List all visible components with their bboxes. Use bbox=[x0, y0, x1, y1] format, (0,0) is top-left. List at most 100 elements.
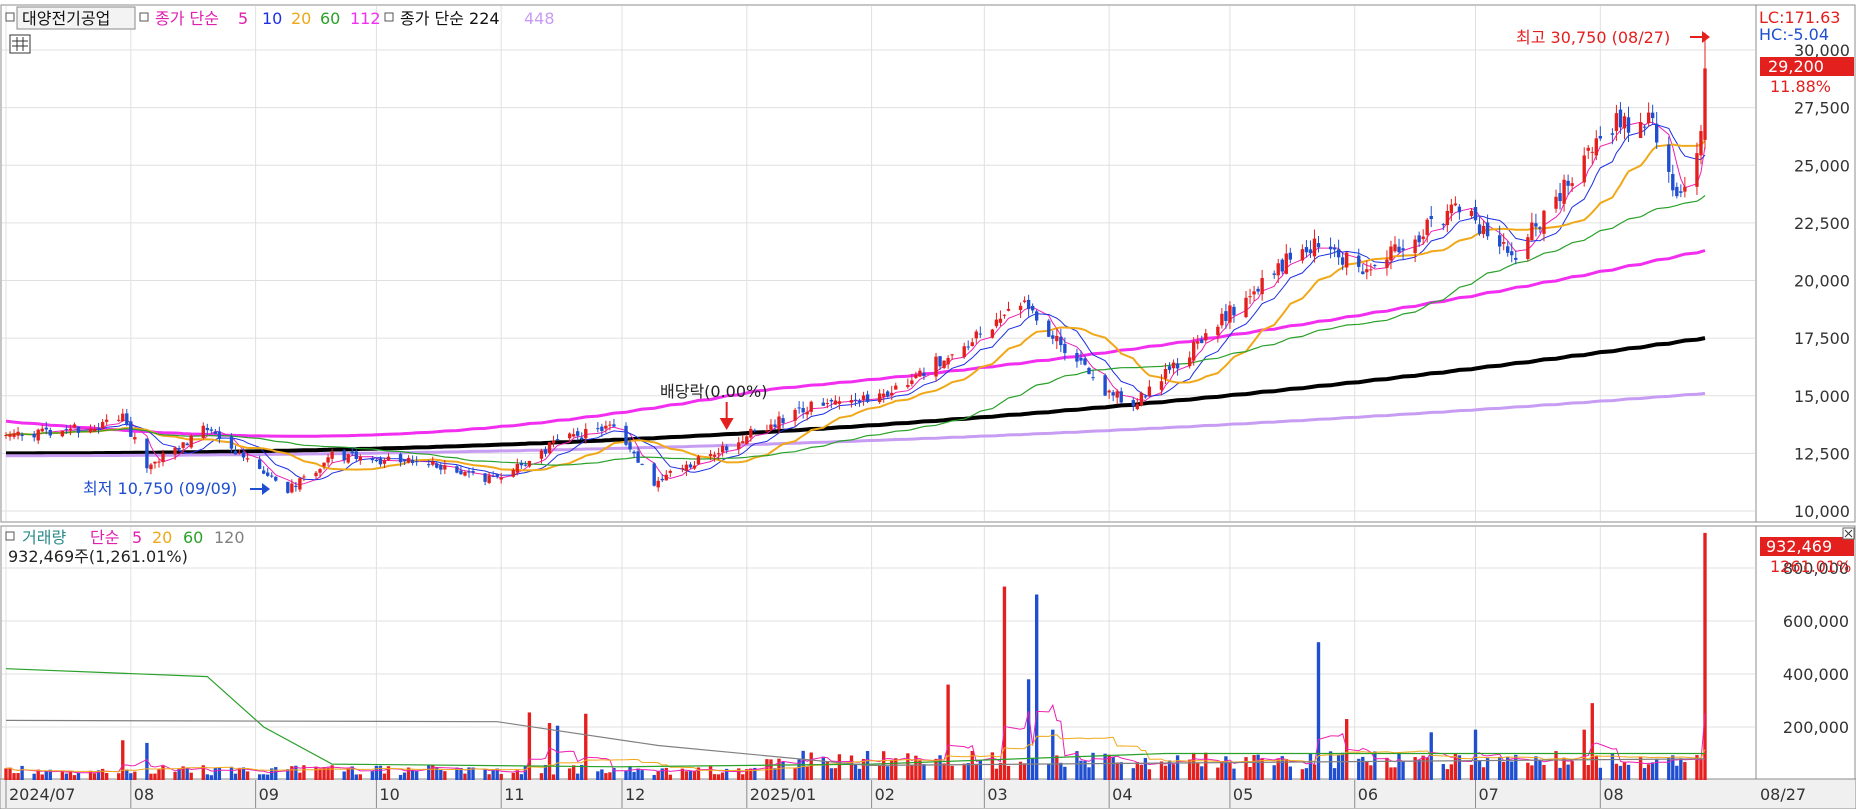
candle-body bbox=[257, 459, 262, 469]
candle-body bbox=[1642, 126, 1647, 128]
candle-body bbox=[1232, 306, 1236, 316]
lc-value: LC:171.63 bbox=[1759, 8, 1840, 27]
candle-body bbox=[173, 447, 177, 455]
date-tick-label: 03 bbox=[987, 785, 1007, 804]
volume-ma-label[interactable]: 단순 bbox=[90, 528, 119, 547]
volume-bar bbox=[1622, 761, 1627, 780]
volume-panel-frame bbox=[0, 525, 1757, 780]
volume-bar bbox=[773, 768, 777, 780]
vma5-legend[interactable]: 5 bbox=[132, 528, 142, 547]
volume-bar bbox=[1328, 751, 1333, 780]
calculator-icon[interactable] bbox=[9, 34, 31, 54]
volume-bar bbox=[1224, 756, 1228, 780]
volume-bar bbox=[270, 768, 274, 780]
volume-bar bbox=[660, 768, 664, 780]
candle-body bbox=[865, 394, 870, 402]
ma112-legend[interactable]: 112 bbox=[350, 9, 381, 28]
volume-bar bbox=[1385, 757, 1389, 780]
candle-body bbox=[1638, 122, 1643, 139]
candle-body bbox=[1316, 243, 1321, 248]
volume-bar bbox=[318, 768, 322, 780]
candle-body bbox=[88, 428, 93, 433]
ma-group1-label[interactable]: 종가 단순 bbox=[155, 9, 219, 28]
volume-bar bbox=[471, 767, 475, 780]
ma448-legend[interactable]: 448 bbox=[524, 9, 555, 28]
ma60-legend[interactable]: 60 bbox=[320, 9, 340, 28]
date-tick-label: 2025/01 bbox=[750, 785, 816, 804]
volume-bar bbox=[133, 771, 137, 780]
ma-group2-label[interactable]: 종가 단순 224 bbox=[400, 9, 500, 28]
candle-body bbox=[877, 393, 882, 403]
volume-bar bbox=[527, 712, 532, 780]
volume-bar bbox=[1683, 762, 1687, 780]
date-tick-label: 06 bbox=[1358, 785, 1378, 804]
event-annotation: 배당락(0.00%) bbox=[660, 382, 767, 401]
volume-axis-area bbox=[1755, 525, 1856, 780]
volume-bar bbox=[1361, 756, 1365, 780]
candle-body bbox=[1175, 363, 1180, 369]
candle-body bbox=[68, 428, 73, 431]
candle-body bbox=[1675, 186, 1679, 197]
volume-legend[interactable]: 거래량 단순 5 20 60 120 932,469주(1,261.01%) bbox=[5, 528, 245, 566]
candle-body bbox=[266, 472, 270, 476]
price-tick-label: 25,000 bbox=[1794, 156, 1850, 175]
volume-bar bbox=[217, 767, 222, 780]
volume-bar bbox=[233, 773, 238, 780]
candle-body bbox=[467, 471, 471, 473]
vma20-legend[interactable]: 20 bbox=[152, 528, 172, 547]
candle-body bbox=[1216, 326, 1220, 336]
candle-body bbox=[1026, 299, 1031, 310]
volume-bar bbox=[555, 725, 560, 780]
candle-body bbox=[1340, 257, 1345, 265]
volume-bar-series[interactable] bbox=[4, 532, 1707, 780]
legend-toggle-icon[interactable] bbox=[5, 12, 15, 22]
candle-body bbox=[60, 430, 65, 437]
volume-bar bbox=[1280, 756, 1284, 780]
candle-body bbox=[1445, 210, 1450, 226]
candle-body bbox=[1018, 305, 1023, 311]
volume-bar bbox=[185, 767, 189, 780]
candle-body bbox=[777, 416, 781, 430]
volume-bar bbox=[688, 770, 693, 780]
volume-bar bbox=[1481, 767, 1486, 780]
candle-body bbox=[555, 439, 560, 441]
price-legend[interactable]: 대양전기공업 종가 단순 5 10 20 60 112 종가 단순 224 44… bbox=[5, 6, 555, 54]
candle-body bbox=[1361, 271, 1365, 275]
volume-bar bbox=[12, 773, 16, 780]
volume-bar bbox=[1429, 732, 1433, 780]
ma5-legend[interactable]: 5 bbox=[238, 9, 248, 28]
candle-body bbox=[1594, 138, 1598, 156]
candle-body bbox=[962, 346, 966, 358]
volume-bar bbox=[1006, 765, 1011, 780]
candle-body bbox=[837, 401, 842, 404]
ma20-legend[interactable]: 20 bbox=[291, 9, 311, 28]
volume-title[interactable]: 거래량 bbox=[22, 528, 66, 547]
volume-bar bbox=[1336, 754, 1341, 780]
vma60-legend[interactable]: 60 bbox=[183, 528, 203, 547]
candle-body bbox=[1485, 222, 1490, 237]
volume-bar bbox=[829, 768, 834, 780]
candle-body bbox=[950, 354, 954, 356]
price-tick-label: 20,000 bbox=[1794, 272, 1850, 291]
candle-body bbox=[1252, 291, 1256, 295]
stock-name-box[interactable] bbox=[16, 6, 136, 30]
candle-body bbox=[1204, 333, 1208, 341]
volume-bar bbox=[600, 769, 604, 780]
ma10-legend[interactable]: 10 bbox=[262, 9, 282, 28]
volume-bar bbox=[1638, 757, 1643, 780]
candle-body bbox=[1079, 357, 1083, 361]
candle-body bbox=[213, 431, 218, 434]
candle-body bbox=[567, 433, 572, 439]
candlestick-series[interactable] bbox=[4, 32, 1707, 494]
volume-bar bbox=[1159, 761, 1164, 780]
candle-body bbox=[431, 461, 435, 465]
volume-bar bbox=[1200, 766, 1204, 780]
volume-bar bbox=[1457, 755, 1462, 780]
close-icon[interactable] bbox=[1842, 527, 1855, 540]
volume-bar bbox=[608, 772, 612, 780]
vma120-legend[interactable]: 120 bbox=[214, 528, 245, 547]
stock-name[interactable]: 대양전기공업 bbox=[22, 9, 110, 28]
volume-bar bbox=[398, 774, 403, 780]
volume-bar bbox=[1079, 760, 1083, 780]
